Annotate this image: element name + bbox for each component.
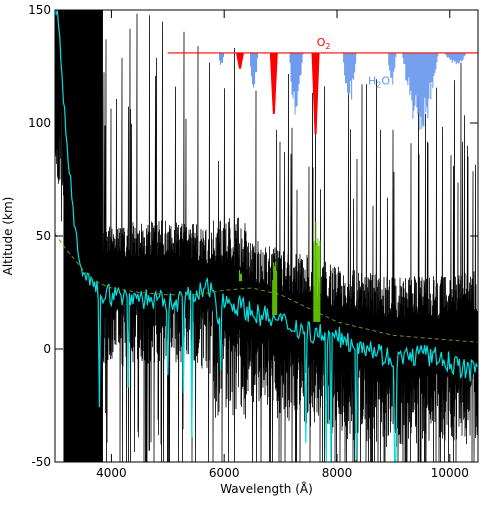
o2-band-red-1 — [269, 52, 278, 114]
x-tick-label-6000: 6000 — [209, 466, 240, 480]
y-axis-label: Altitude (km) — [1, 197, 15, 276]
axis-ticks: 4000 6000 8000 10000 -50 0 50 100 150 — [28, 3, 478, 480]
x-tick-label-8000: 8000 — [322, 466, 353, 480]
cyan-spectrum-line — [55, 10, 478, 462]
inset-label-0: O2 — [317, 36, 331, 51]
y-tick-label--50: -50 — [31, 455, 51, 469]
x-axis-label: Wavelength (Å) — [220, 481, 313, 496]
o2-band-red-2 — [311, 52, 320, 135]
black-spectrum-line — [55, 10, 478, 462]
y-tick-label-0: 0 — [43, 342, 51, 356]
plot-area: O2 H2O — [55, 10, 478, 462]
o2-band-red-0 — [235, 52, 244, 69]
x-tick-label-4000: 4000 — [96, 466, 127, 480]
model-dashed-line — [55, 233, 478, 343]
y-tick-label-50: 50 — [36, 229, 51, 243]
inset-label-1: H2O — [368, 75, 390, 90]
dense-noise-block — [63, 10, 103, 462]
x-tick-label-10000: 10000 — [431, 466, 469, 480]
y-tick-label-150: 150 — [28, 3, 51, 17]
y-tick-label-100: 100 — [28, 116, 51, 130]
